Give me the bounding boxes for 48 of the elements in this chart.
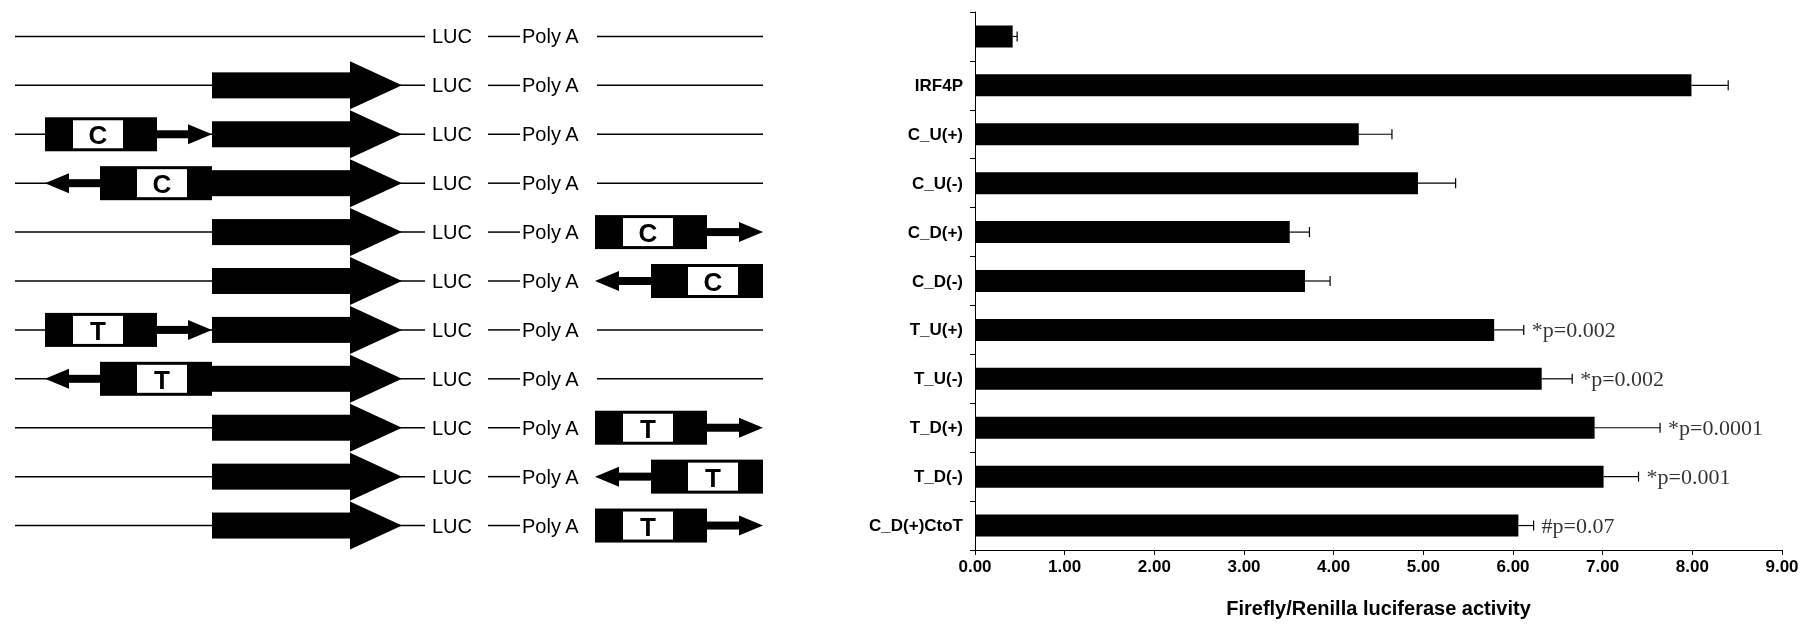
- y-tick-label: C_U(-): [912, 173, 963, 193]
- annotation: *p=0.002: [1531, 317, 1616, 343]
- text: Poly A: [522, 25, 580, 48]
- text: Poly A: [522, 416, 579, 439]
- x-tick-label: 4.00: [1317, 557, 1351, 576]
- x-axis-title: Firefly/Renilla luciferase activity: [1226, 597, 1532, 619]
- y-tick-label: T_D(+): [909, 418, 963, 438]
- text: LUC: [432, 318, 473, 341]
- annotation: *p=0.002: [1580, 366, 1665, 392]
- x-tick-label: 2.00: [1137, 557, 1171, 576]
- text: Poly A: [522, 367, 579, 390]
- y-tick-label: C_U(+): [907, 124, 963, 144]
- text: Poly A: [522, 172, 579, 195]
- y-tick-label: IRF4P: [914, 75, 963, 95]
- x-tick-label: 1.00: [1048, 557, 1082, 576]
- text: LUC: [432, 514, 473, 537]
- y-tick-label: T_U(+): [909, 320, 963, 340]
- y-tick-label: C_D(+)CtoT: [869, 516, 964, 536]
- text: LUC: [432, 123, 473, 146]
- text: LUC: [432, 416, 473, 439]
- text: Poly A: [522, 123, 579, 146]
- text: LUC: [432, 25, 473, 48]
- annotation: *p=0.001: [1646, 464, 1731, 490]
- text: LUC: [432, 465, 473, 488]
- x-tick-label: 7.00: [1586, 557, 1620, 576]
- x-tick-label: 8.00: [1675, 557, 1709, 576]
- text: LUC: [432, 221, 473, 244]
- text: Poly A: [522, 318, 579, 341]
- x-tick-label: 0.00: [958, 557, 992, 576]
- text: Poly A: [522, 221, 579, 244]
- text: Poly A: [522, 74, 579, 97]
- text: Poly A: [522, 270, 579, 292]
- y-tick-label: C_D(+): [907, 222, 963, 242]
- text: LUC: [432, 367, 473, 390]
- text: LUC: [432, 270, 473, 292]
- text: LUC: [432, 172, 473, 195]
- y-tick-label: T_D(-): [913, 467, 963, 487]
- text: Poly A: [522, 514, 579, 537]
- x-tick-label: 6.00: [1496, 557, 1530, 576]
- x-tick-label: 3.00: [1227, 557, 1261, 576]
- x-tick-label: 9.00: [1765, 557, 1799, 576]
- y-tick-label: T_U(-): [913, 369, 963, 389]
- x-tick-label: 5.00: [1406, 557, 1440, 576]
- annotation: #p=0.07: [1541, 513, 1615, 539]
- text: Poly A: [522, 465, 579, 488]
- text: LUC: [432, 74, 473, 97]
- y-tick-label: C_D(-): [912, 271, 963, 291]
- annotation: *p=0.0001: [1668, 415, 1763, 441]
